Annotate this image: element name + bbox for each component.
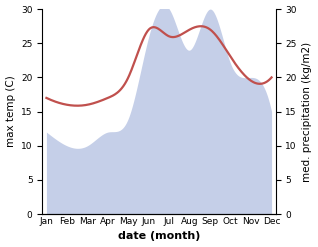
X-axis label: date (month): date (month): [118, 231, 200, 242]
Y-axis label: max temp (C): max temp (C): [5, 76, 16, 147]
Y-axis label: med. precipitation (kg/m2): med. precipitation (kg/m2): [302, 41, 313, 182]
